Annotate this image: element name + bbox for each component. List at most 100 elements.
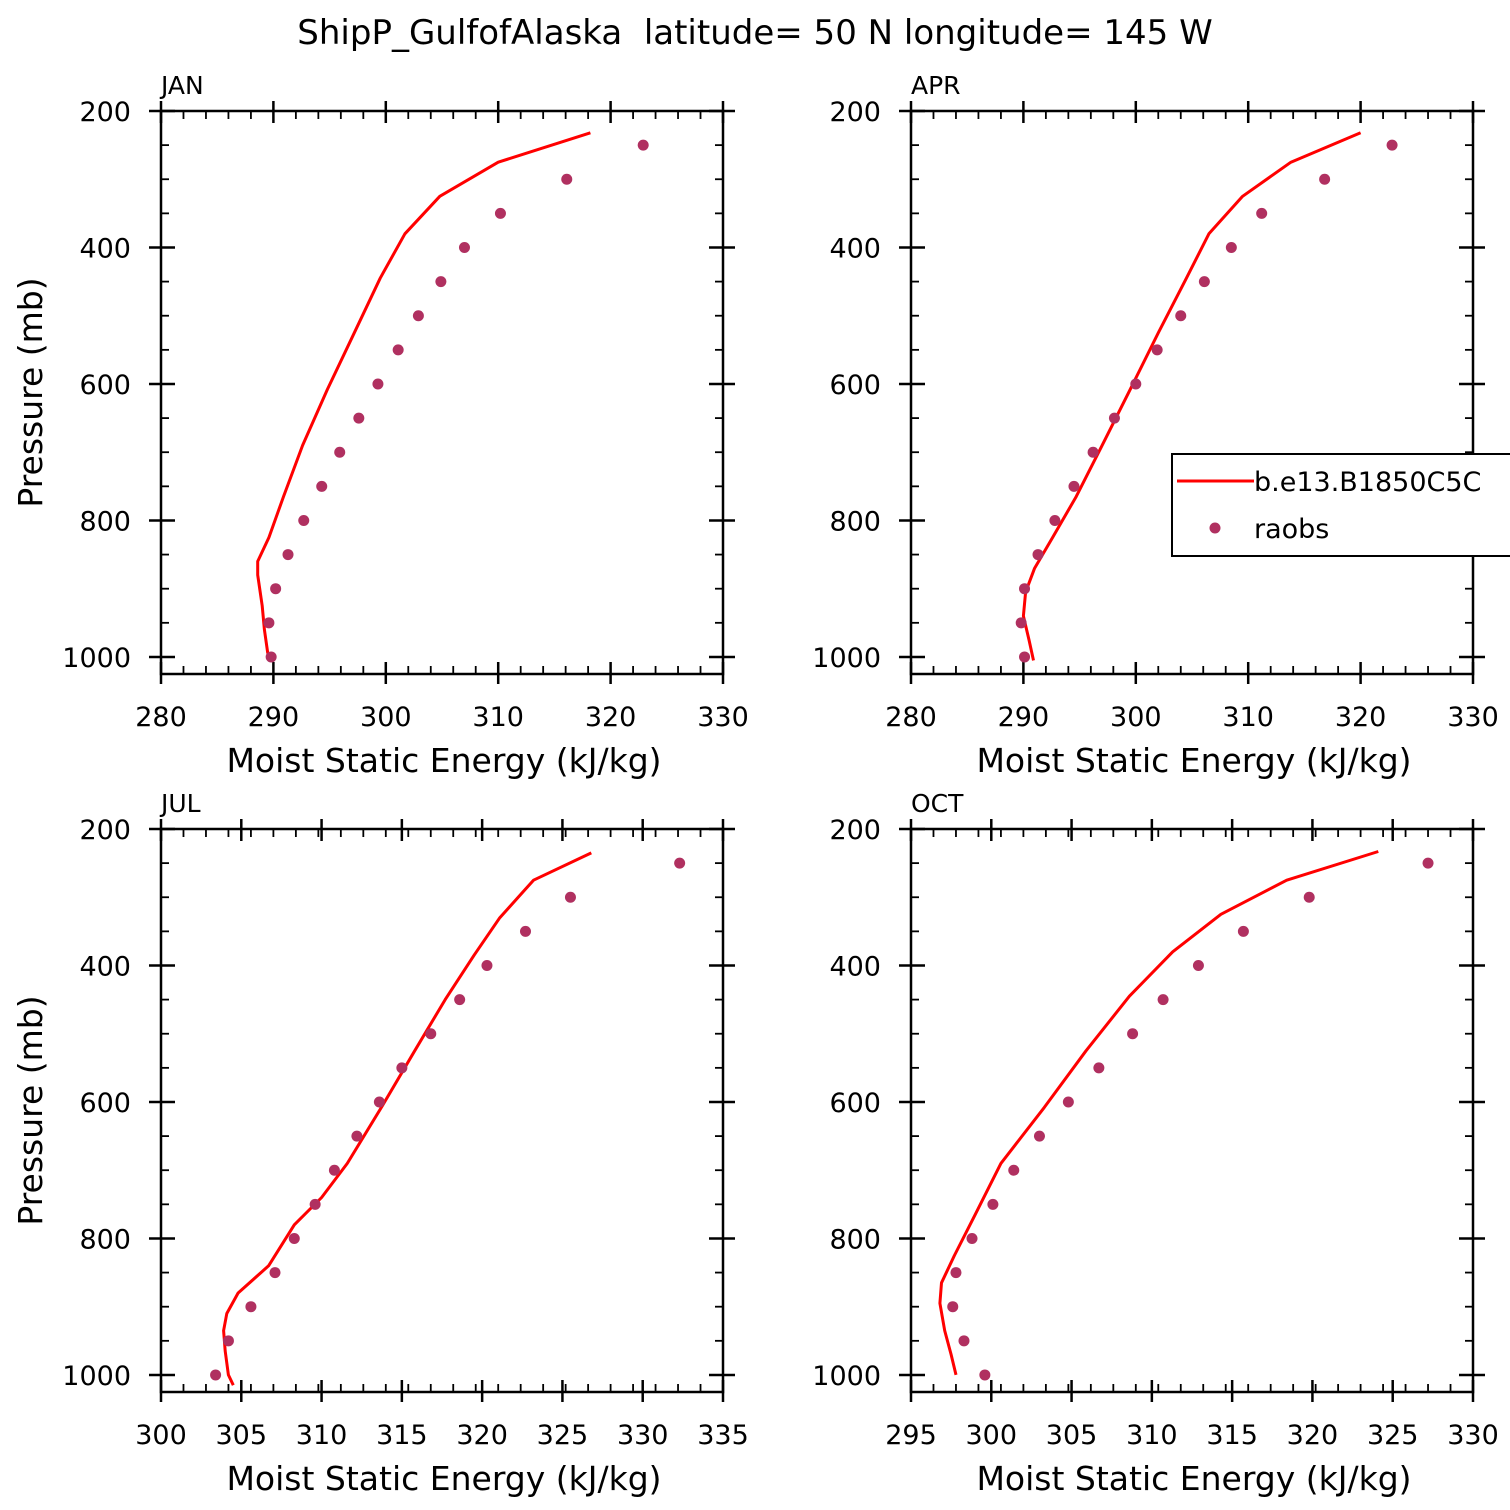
raobs-point [351,1130,363,1142]
panel-label: JUL [159,789,201,818]
x-tick-label: 310 [472,702,524,733]
legend-label: raobs [1254,514,1329,545]
raobs-point [263,617,275,629]
raobs-point [1068,480,1080,492]
model-series-line [222,851,592,1386]
x-tick-label: 280 [135,702,187,733]
raobs-point [979,1369,991,1381]
y-tick-label: 600 [829,1088,881,1119]
raobs-point [282,549,294,561]
x-tick-label: 320 [1335,702,1387,733]
y-tick-label: 600 [829,370,881,401]
raobs-point [1062,1096,1074,1108]
raobs-point [1151,344,1163,356]
y-tick-label: 400 [829,951,881,982]
model-series-line [938,850,1379,1376]
raobs-point [334,446,346,458]
raobs-point [1127,1028,1139,1040]
raobs-point [245,1301,257,1313]
legend-dot-swatch [1209,522,1221,534]
y-axis-label: Pressure (mb) [11,277,50,507]
raobs-point [1087,446,1099,458]
x-tick-label: 320 [585,702,637,733]
raobs-point [435,276,447,288]
raobs-point [561,173,573,185]
raobs-point [1015,617,1027,629]
panel-label: OCT [911,789,964,818]
raobs-point [1175,310,1187,322]
y-tick-label: 800 [829,506,881,537]
raobs-point [674,857,686,869]
plot-frame [909,827,1475,1394]
y-tick-label: 200 [79,97,131,128]
raobs-point [637,139,649,151]
raobs-point [481,959,493,971]
x-tick-label: 315 [376,1420,428,1451]
x-tick-label: 295 [885,1420,937,1451]
panel-apr: 280 290 300 310 320 330 200 400 600 800 1000 APR Moi… [812,71,1510,780]
x-tick-label: 305 [1046,1420,1098,1451]
x-tick-label: 330 [617,1420,669,1451]
raobs-point [392,344,404,356]
raobs-point [1192,959,1204,971]
raobs-point [1237,925,1249,937]
x-tick-label: 290 [248,702,300,733]
raobs-point [454,994,466,1006]
plot-frame [909,109,1475,676]
raobs-point [270,583,282,595]
x-axis-label: Moist Static Energy (kJ/kg) [976,1459,1411,1498]
raobs-point [519,925,531,937]
x-tick-label: 320 [1287,1420,1339,1451]
legend-box [1171,453,1510,557]
raobs-point [269,1267,281,1279]
plot-frame [159,827,725,1394]
raobs-point [373,1096,385,1108]
y-tick-label: 400 [829,233,881,264]
raobs-point [494,207,506,219]
chart-title: ShipP_GulfofAlaska latitude= 50 N longit… [297,13,1212,53]
raobs-point [316,480,328,492]
y-axis-label: Pressure (mb) [11,995,50,1225]
x-tick-label: 300 [135,1420,187,1451]
x-tick-label: 300 [360,702,412,733]
y-tick-label: 200 [79,815,131,846]
x-tick-label: 300 [1110,702,1162,733]
raobs-point [458,241,470,253]
raobs-point [950,1267,962,1279]
panel-label: JAN [159,71,204,100]
legend: b.e13.B1850C5C raobs [1171,453,1510,557]
y-tick-label: 1000 [812,1361,881,1392]
raobs-point [1049,514,1061,526]
raobs-point [396,1062,408,1074]
raobs-point [987,1198,999,1210]
raobs-point [1008,1164,1020,1176]
panel-oct: 295 300 305 310 315 320 325 330 200 400 600 800 1000… [812,789,1498,1498]
panel-jul: 300 305 310 315 320 325 330 335 200 400 600 800 1000… [11,789,749,1498]
x-tick-label: 330 [697,702,749,733]
raobs-point [210,1369,222,1381]
x-tick-label: 290 [998,702,1050,733]
raobs-point [564,891,576,903]
y-tick-label: 600 [79,1088,131,1119]
raobs-point [222,1335,234,1347]
y-tick-label: 1000 [812,643,881,674]
x-tick-label: 300 [966,1420,1018,1451]
y-tick-label: 800 [79,1224,131,1255]
raobs-point [1225,241,1237,253]
x-axis-label: Moist Static Energy (kJ/kg) [226,741,661,780]
y-tick-label: 800 [79,506,131,537]
raobs-point [1019,583,1031,595]
raobs-point [425,1028,437,1040]
raobs-point [412,310,424,322]
raobs-point [1019,651,1031,663]
x-tick-label: 305 [216,1420,268,1451]
raobs-point [288,1232,300,1244]
raobs-point [1386,139,1398,151]
x-tick-label: 310 [1126,1420,1178,1451]
raobs-point [966,1232,978,1244]
x-tick-label: 335 [697,1420,749,1451]
x-tick-label: 325 [1367,1420,1419,1451]
y-tick-label: 1000 [62,1361,131,1392]
raobs-point [1108,412,1120,424]
